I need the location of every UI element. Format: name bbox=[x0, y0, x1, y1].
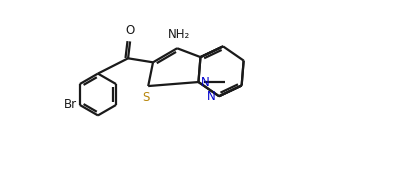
Text: NH₂: NH₂ bbox=[168, 28, 190, 41]
Text: Br: Br bbox=[64, 98, 76, 112]
Text: N: N bbox=[201, 76, 210, 88]
Text: O: O bbox=[126, 24, 135, 37]
Text: N: N bbox=[207, 90, 216, 103]
Text: S: S bbox=[142, 91, 150, 104]
